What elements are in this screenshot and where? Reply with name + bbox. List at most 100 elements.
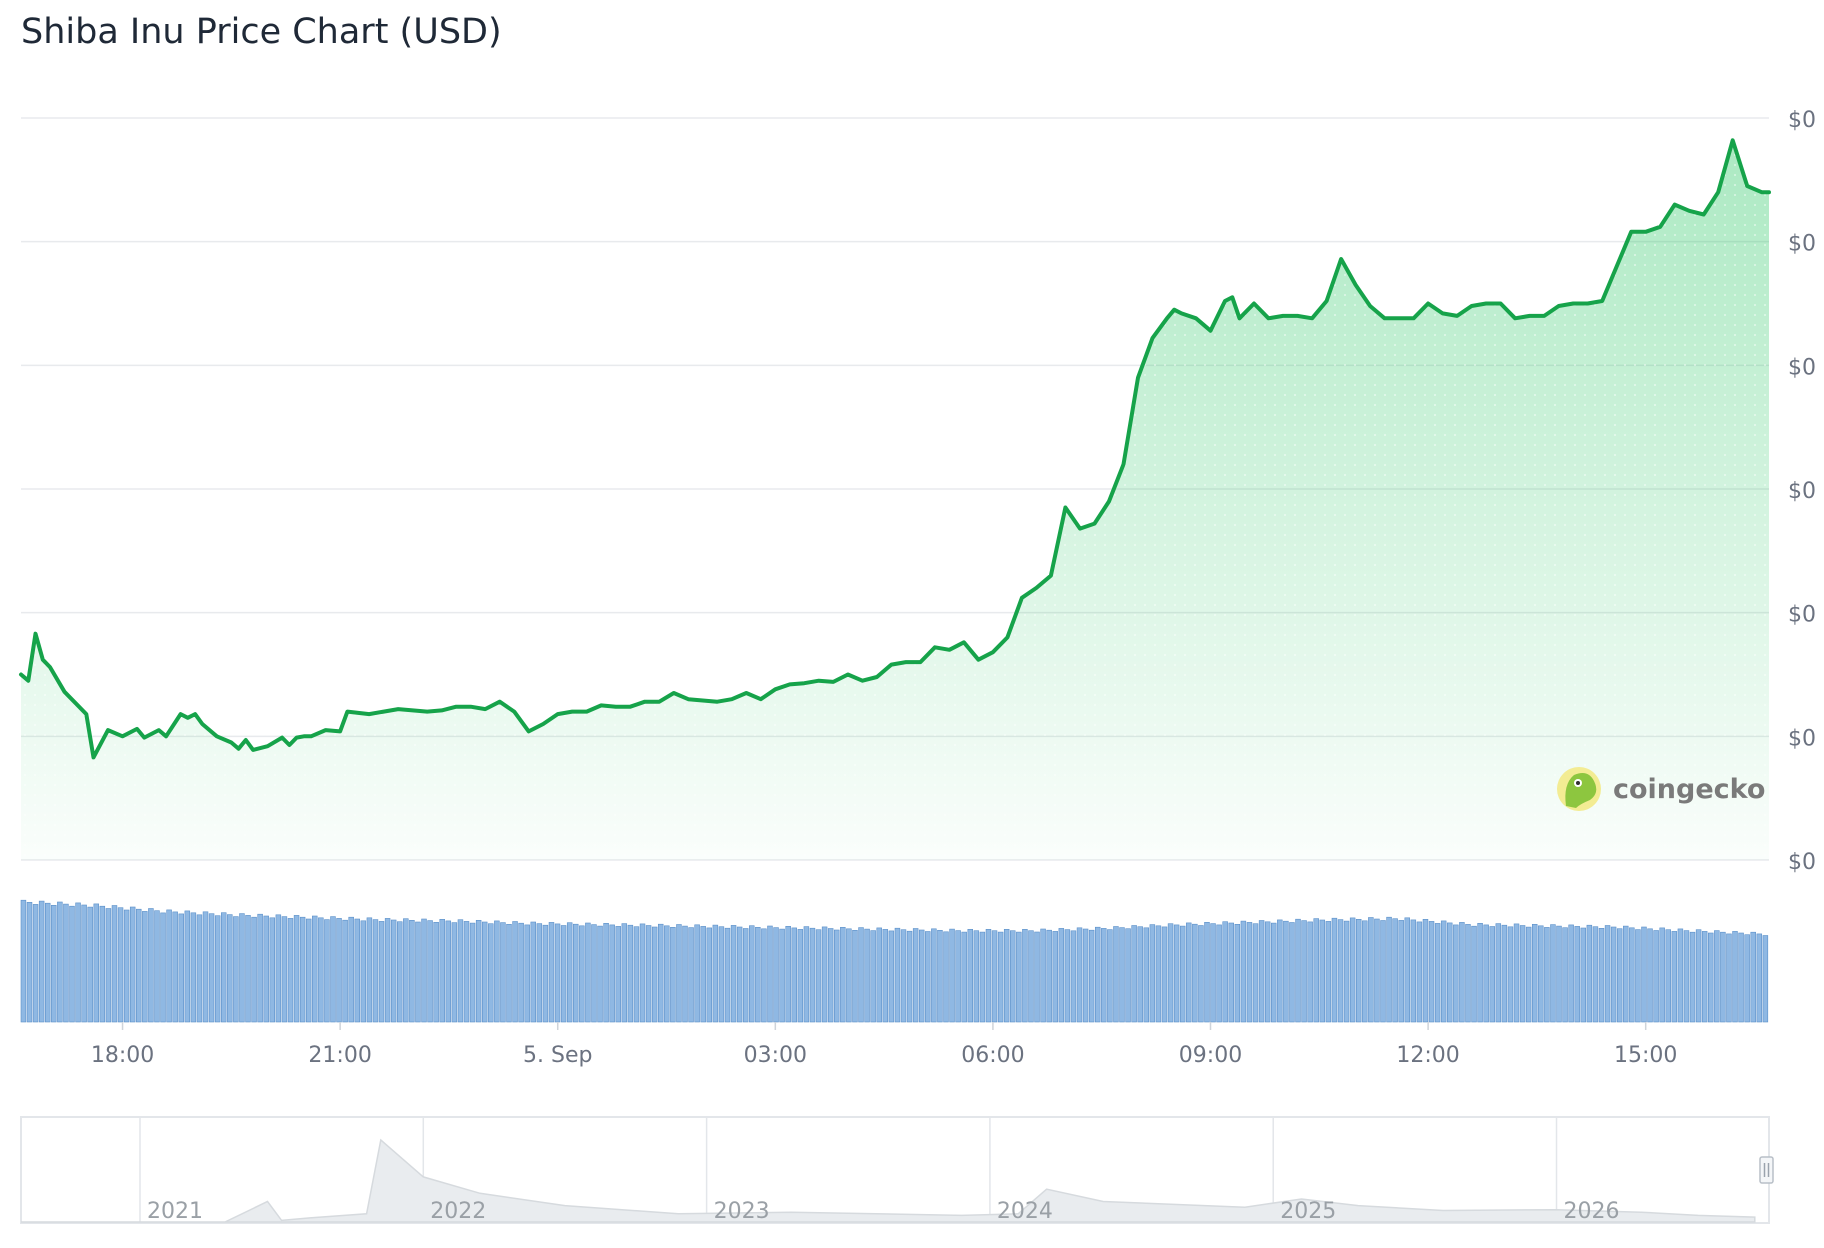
volume-bar [1064,929,1071,1023]
navigator-selection-handle[interactable] [1759,1156,1774,1184]
volume-bar [560,925,567,1023]
volume-bar [1604,925,1611,1023]
volume-bar [700,926,706,1023]
navigator-year-label: 2026 [1564,1199,1620,1224]
volume-bar [330,916,336,1023]
gecko-head-shape [1565,773,1597,808]
volume-bar [609,924,615,1023]
volume-bar [245,915,251,1023]
watermark-text: coingecko [1613,774,1765,805]
volume-bar [597,925,603,1023]
volume-bar [51,904,57,1023]
volume-bar [287,918,294,1023]
volume-bar [1495,923,1502,1023]
volume-bar [657,923,664,1023]
volume-bar [1416,921,1423,1023]
volume-bar [488,923,494,1023]
price-line[interactable] [19,138,1771,760]
volume-bar [1562,927,1568,1023]
volume-bar [1216,924,1222,1023]
volume-bar [1404,917,1410,1023]
volume-bar [63,903,69,1023]
volume-bar [378,921,385,1023]
volume-bar [293,915,300,1023]
volume-bar [312,915,318,1023]
volume-bar [87,906,93,1023]
gecko-pupil [1576,781,1580,785]
volume-bar [184,910,191,1023]
volume-bar [1307,921,1313,1023]
volume-bar [154,910,160,1023]
volume-bar [755,926,761,1023]
volume-bar [1010,930,1016,1023]
volume-bar [263,915,269,1023]
volume-bar [1113,926,1119,1023]
volume-bar [997,931,1004,1023]
navigator-year-label: 2022 [430,1199,486,1224]
volume-bar [1107,929,1113,1023]
x-tick-label: 12:00 [1396,1043,1459,1068]
volume-bar [500,922,506,1023]
volume-bar [1240,920,1247,1023]
volume-bar [1349,917,1356,1023]
volume-bar [1695,929,1702,1023]
volume-bar [1252,923,1259,1023]
volume-bar [1501,924,1508,1023]
volume-bar [1222,921,1228,1023]
volume-bar [1192,923,1198,1023]
volume-bar [1592,926,1599,1023]
volume-bar [463,921,470,1023]
navigator-year-label: 2025 [1280,1199,1336,1224]
volume-bar [900,929,907,1023]
volume-bar [1258,920,1265,1023]
volume-bar [1143,927,1150,1023]
volume-bar [1568,924,1574,1023]
volume-bar [1076,927,1083,1023]
volume-bar [1289,922,1295,1023]
volume-bar [1343,920,1350,1023]
volume-bar [415,921,421,1023]
volume-bar [1046,929,1052,1023]
volume-bar [645,925,652,1023]
range-navigator[interactable]: 2021 2022 2023 2024 2025 2026 [20,1116,1774,1224]
volume-bar [166,909,172,1023]
volume-bar [275,914,282,1023]
volume-bar [767,925,773,1023]
volume-bar [1374,918,1380,1023]
volume-bar [457,919,464,1023]
volume-bar [220,912,227,1023]
volume-bar [1234,923,1241,1023]
volume-bar [93,903,100,1023]
volume-bar [1179,925,1186,1023]
volume-bar [494,920,500,1023]
volume-bar [931,928,937,1023]
volume-bar [603,922,609,1023]
volume-bar [573,923,579,1023]
volume-bar [761,928,767,1023]
volume-bar [172,911,178,1023]
x-tick-label: 21:00 [308,1043,371,1068]
volume-bar [706,927,713,1023]
volume-bar [160,912,166,1023]
volume-bar [840,926,846,1023]
volume-bar [1629,927,1635,1023]
volume-bar [779,928,785,1023]
volume-bar [815,929,822,1023]
volume-bar [809,927,816,1023]
volume-bar [803,926,810,1023]
volume-bar [882,929,889,1023]
volume-bar [1756,933,1763,1023]
volume-bar [1477,922,1483,1023]
volume-bar [1119,927,1125,1023]
volume-bar [773,927,779,1023]
volume-bar [257,913,263,1023]
y-tick-label: $0 [1788,232,1816,257]
volume-bar [190,912,197,1023]
volume-bar [1623,925,1629,1023]
volume-bar [196,914,203,1023]
volume-bar [1149,924,1156,1023]
volume-bar [69,905,75,1023]
volume-bar [233,916,239,1023]
volume-bar [542,924,549,1023]
